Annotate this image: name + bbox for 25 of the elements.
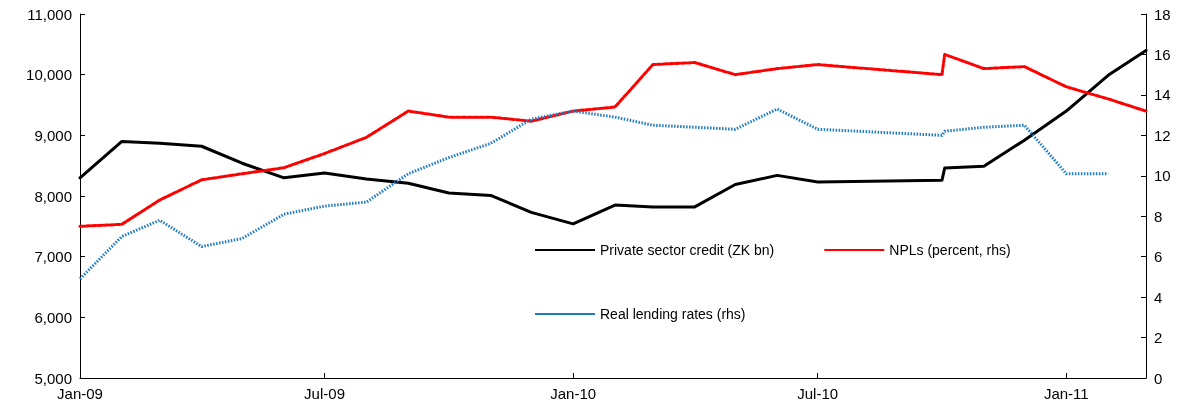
y-tick-label: 7,000 bbox=[34, 248, 72, 266]
y-tick-label: 11,000 bbox=[27, 5, 72, 23]
y-tick-label: 9,000 bbox=[34, 126, 72, 144]
y2-tick-label: 14 bbox=[1154, 86, 1171, 104]
legend-label: NPLs (percent, rhs) bbox=[889, 242, 1011, 258]
y2-tick-label: 4 bbox=[1154, 288, 1163, 306]
y-tick-label: 10,000 bbox=[26, 66, 72, 84]
legend-label: Real lending rates (rhs) bbox=[600, 306, 746, 322]
x-tick-label: Jan-11 bbox=[1043, 385, 1089, 402]
y-tick-label: 5,000 bbox=[34, 369, 72, 387]
x-tick-label: Jan-10 bbox=[550, 385, 597, 402]
legend-label: Private sector credit (ZK bn) bbox=[600, 242, 775, 258]
y2-tick-label: 18 bbox=[1154, 5, 1171, 23]
y-tick-label: 8,000 bbox=[34, 187, 72, 205]
x-tick-label: Jul-09 bbox=[304, 385, 345, 402]
y2-tick-label: 16 bbox=[1154, 45, 1171, 63]
y2-tick-label: 6 bbox=[1154, 248, 1163, 266]
y2-tick-label: 2 bbox=[1154, 329, 1163, 347]
x-tick-label: Jul-10 bbox=[797, 385, 839, 402]
y2-tick-label: 8 bbox=[1154, 207, 1163, 225]
y2-tick-label: 12 bbox=[1154, 126, 1171, 144]
y2-tick-label: 10 bbox=[1154, 167, 1171, 185]
x-tick-label: Jan-09 bbox=[57, 385, 103, 402]
y-tick-label: 6,000 bbox=[34, 308, 72, 326]
y2-tick-label: 0 bbox=[1154, 369, 1163, 387]
